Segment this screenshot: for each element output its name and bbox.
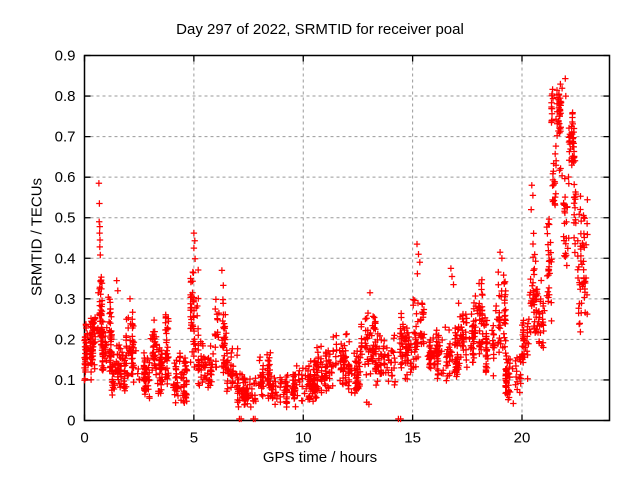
- x-tick-label: 10: [295, 430, 312, 447]
- x-tick-label: 0: [80, 430, 88, 447]
- y-tick-label: 0.2: [55, 331, 76, 348]
- x-tick-label: 5: [190, 430, 198, 447]
- x-tick-label: 20: [514, 430, 531, 447]
- y-tick-label: 0.3: [55, 291, 76, 308]
- chart-title: Day 297 of 2022, SRMTID for receiver poa…: [176, 21, 464, 38]
- y-tick-label: 0.1: [55, 372, 76, 389]
- y-tick-label: 0.9: [55, 48, 76, 65]
- y-tick-label: 0: [67, 413, 75, 430]
- tick-labels: 0 5 10 15 20 0 0.1 0.2 0.3 0.4 0.5 0.6 0.7 0.8 0.9: [55, 48, 531, 447]
- y-tick-label: 0.7: [55, 129, 76, 146]
- y-tick-label: 0.4: [55, 250, 76, 267]
- y-tick-label: 0.5: [55, 210, 76, 227]
- plot-border: [83, 54, 611, 422]
- y-tick-label: 0.8: [55, 88, 76, 105]
- data-points: [81, 75, 591, 423]
- x-tick-label: 15: [404, 430, 421, 447]
- grid-lines: [84, 55, 610, 421]
- x-axis-label: GPS time / hours: [262, 449, 378, 466]
- y-tick-label: 0.6: [55, 169, 76, 186]
